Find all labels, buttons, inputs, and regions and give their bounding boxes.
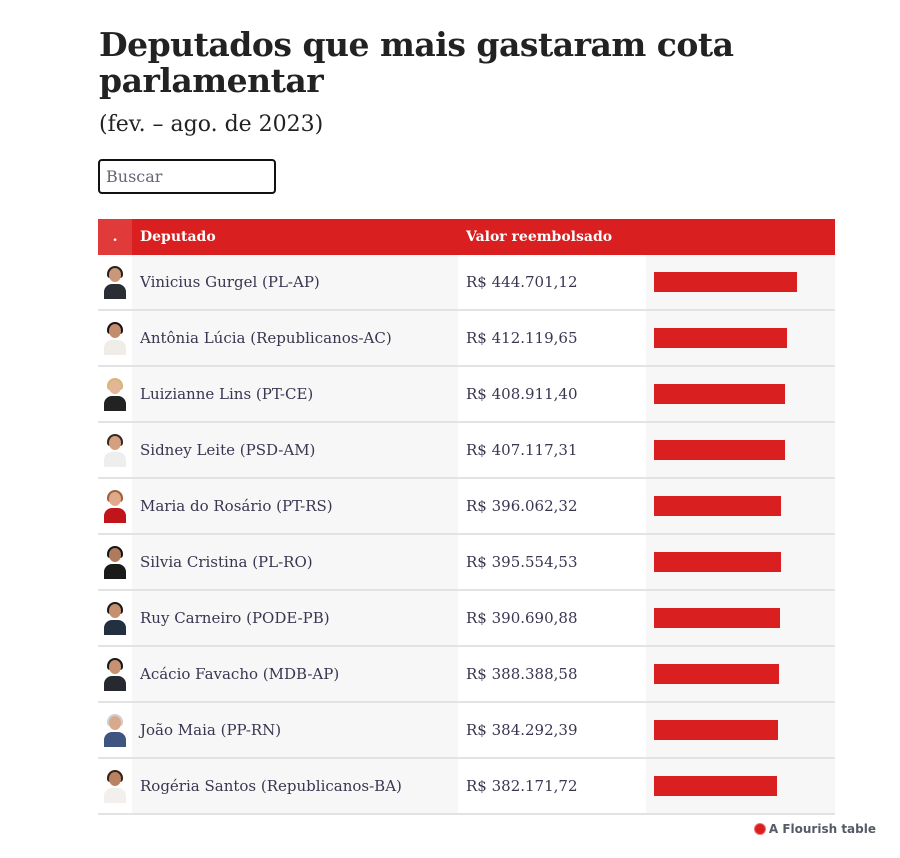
bar-cell bbox=[646, 759, 835, 813]
bar-cell bbox=[646, 647, 835, 701]
deputado-name: Sidney Leite (PSD-AM) bbox=[132, 423, 458, 477]
avatar-cell bbox=[98, 423, 132, 477]
value-bar bbox=[654, 608, 780, 628]
value-bar bbox=[654, 776, 777, 796]
avatar bbox=[102, 321, 128, 355]
bar-cell bbox=[646, 423, 835, 477]
valor-reembolsado: R$ 407.117,31 bbox=[458, 423, 646, 477]
avatar bbox=[102, 769, 128, 803]
valor-reembolsado: R$ 390.690,88 bbox=[458, 591, 646, 645]
column-header-deputado[interactable]: Deputado bbox=[140, 229, 216, 245]
value-bar bbox=[654, 720, 778, 740]
data-table: . Deputado Valor reembolsado Vinicius Gu… bbox=[98, 219, 835, 815]
valor-reembolsado: R$ 444.701,12 bbox=[458, 255, 646, 309]
flourish-credit-label: A Flourish table bbox=[768, 822, 876, 836]
table-row: Acácio Favacho (MDB-AP) R$ 388.388,58 bbox=[98, 647, 835, 703]
valor-reembolsado: R$ 384.292,39 bbox=[458, 703, 646, 757]
table-row: Luizianne Lins (PT-CE) R$ 408.911,40 bbox=[98, 367, 835, 423]
valor-reembolsado: R$ 382.171,72 bbox=[458, 759, 646, 813]
valor-reembolsado: R$ 396.062,32 bbox=[458, 479, 646, 533]
avatar bbox=[102, 433, 128, 467]
value-bar bbox=[654, 496, 781, 516]
avatar bbox=[102, 377, 128, 411]
deputado-name: Ruy Carneiro (PODE-PB) bbox=[132, 591, 458, 645]
table-row: Rogéria Santos (Republicanos-BA) R$ 382.1… bbox=[98, 759, 835, 815]
table-body: Vinicius Gurgel (PL-AP) R$ 444.701,12 Antô… bbox=[98, 255, 835, 815]
avatar-cell bbox=[98, 311, 132, 365]
page-title: Deputados que mais gastaram cota parlame… bbox=[99, 25, 734, 100]
value-bar bbox=[654, 328, 787, 348]
bar-cell bbox=[646, 367, 835, 421]
deputado-name: Luizianne Lins (PT-CE) bbox=[132, 367, 458, 421]
valor-reembolsado: R$ 388.388,58 bbox=[458, 647, 646, 701]
avatar bbox=[102, 713, 128, 747]
avatar-cell bbox=[98, 647, 132, 701]
avatar-cell bbox=[98, 591, 132, 645]
valor-reembolsado: R$ 408.911,40 bbox=[458, 367, 646, 421]
flourish-logo-icon bbox=[754, 824, 765, 834]
bar-cell bbox=[646, 255, 835, 309]
deputado-name: Vinicius Gurgel (PL-AP) bbox=[132, 255, 458, 309]
deputado-name: João Maia (PP-RN) bbox=[132, 703, 458, 757]
table-header: . Deputado Valor reembolsado bbox=[98, 219, 835, 255]
avatar bbox=[102, 265, 128, 299]
avatar bbox=[102, 545, 128, 579]
bar-cell bbox=[646, 535, 835, 589]
column-header-image[interactable]: . bbox=[98, 219, 132, 255]
deputado-name: Antônia Lúcia (Republicanos-AC) bbox=[132, 311, 458, 365]
table-row: Sidney Leite (PSD-AM) R$ 407.117,31 bbox=[98, 423, 835, 479]
table-row: Silvia Cristina (PL-RO) R$ 395.554,53 bbox=[98, 535, 835, 591]
column-header-valor[interactable]: Valor reembolsado bbox=[466, 229, 613, 245]
table-row: Vinicius Gurgel (PL-AP) R$ 444.701,12 bbox=[98, 255, 835, 311]
value-bar bbox=[654, 440, 785, 460]
avatar-cell bbox=[98, 255, 132, 309]
avatar-cell bbox=[98, 535, 132, 589]
bar-cell bbox=[646, 703, 835, 757]
search-input[interactable] bbox=[98, 159, 276, 194]
bar-cell bbox=[646, 591, 835, 645]
deputado-name: Maria do Rosário (PT-RS) bbox=[132, 479, 458, 533]
table-row: Maria do Rosário (PT-RS) R$ 396.062,32 bbox=[98, 479, 835, 535]
value-bar bbox=[654, 552, 781, 572]
valor-reembolsado: R$ 395.554,53 bbox=[458, 535, 646, 589]
deputado-name: Acácio Favacho (MDB-AP) bbox=[132, 647, 458, 701]
table-row: João Maia (PP-RN) R$ 384.292,39 bbox=[98, 703, 835, 759]
avatar-cell bbox=[98, 479, 132, 533]
avatar bbox=[102, 489, 128, 523]
table-row: Ruy Carneiro (PODE-PB) R$ 390.690,88 bbox=[98, 591, 835, 647]
avatar bbox=[102, 657, 128, 691]
bar-cell bbox=[646, 311, 835, 365]
value-bar bbox=[654, 272, 797, 292]
bar-cell bbox=[646, 479, 835, 533]
page-subtitle: (fev. – ago. de 2023) bbox=[99, 112, 324, 137]
deputado-name: Rogéria Santos (Republicanos-BA) bbox=[132, 759, 458, 813]
table-row: Antônia Lúcia (Republicanos-AC) R$ 412.11… bbox=[98, 311, 835, 367]
avatar-cell bbox=[98, 759, 132, 813]
value-bar bbox=[654, 384, 785, 404]
avatar bbox=[102, 601, 128, 635]
valor-reembolsado: R$ 412.119,65 bbox=[458, 311, 646, 365]
flourish-credit[interactable]: A Flourish table bbox=[754, 822, 876, 836]
avatar-cell bbox=[98, 367, 132, 421]
deputado-name: Silvia Cristina (PL-RO) bbox=[132, 535, 458, 589]
avatar-cell bbox=[98, 703, 132, 757]
value-bar bbox=[654, 664, 779, 684]
